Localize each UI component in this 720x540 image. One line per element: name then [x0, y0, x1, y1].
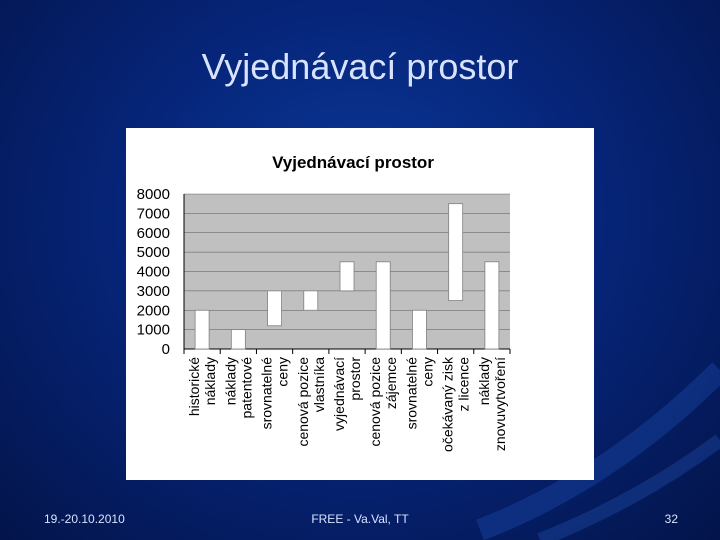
footer-date: 19.-20.10.2010 [44, 512, 125, 526]
y-tick-label: 2000 [137, 302, 170, 319]
y-tick-label: 7000 [137, 205, 170, 222]
page-number: 32 [664, 512, 678, 526]
slide-title: Vyjednávací prostor [201, 46, 519, 87]
x-tick-label-line: zájemce [383, 357, 399, 409]
x-tick-label-line: historické [186, 357, 202, 416]
chart-title: Vyjednávací prostor [272, 153, 434, 172]
y-tick-label: 1000 [137, 322, 170, 339]
background-swoosh [476, 362, 720, 540]
x-tick-label-line: náklady [476, 357, 492, 405]
bar [303, 290, 319, 311]
x-tick-label-line: ceny [419, 357, 435, 387]
x-tick-label-line: srovnatelné [403, 357, 419, 430]
x-tick-label: náklady znovuvytvoření [476, 357, 508, 451]
x-tick-label-line: očekávaný zisk [440, 356, 456, 452]
y-tick-label: 4000 [137, 264, 170, 281]
x-tick-label-line: vlastníka [311, 357, 327, 412]
x-tick-label-line: vyjednávací [331, 357, 347, 431]
x-tick-label: srovnatelné ceny [403, 357, 435, 430]
bar [448, 203, 464, 301]
x-tick-label: náklady patentové [222, 357, 254, 419]
bar-chart: Vyjednávací prostor 0 1000 2000 3000 4000 500… [137, 153, 511, 452]
bar [194, 309, 210, 350]
bar [412, 309, 427, 350]
x-tick-label: historické náklady [186, 357, 218, 416]
x-tick-label: cenová pozice zájemce [367, 357, 399, 447]
chart-container: Vyjednávací prostor 0 1000 2000 3000 4000 500… [126, 128, 594, 480]
y-tick-label: 0 [162, 341, 170, 358]
x-tick-label-line: patentové [238, 357, 254, 419]
x-tick-label-line: náklady [202, 357, 218, 405]
x-tick-label-line: z licence [456, 357, 472, 412]
x-tick-label: vyjednávací prostor [331, 357, 363, 431]
bar [339, 261, 355, 292]
x-tick-label-line: náklady [222, 357, 238, 405]
x-tick-label-line: cenová pozice [367, 357, 383, 447]
x-tick-label: cenová pozice vlastníka [295, 357, 327, 447]
footer-center-text: FREE - Va.Val, TT [311, 512, 409, 526]
x-tick-label-line: ceny [275, 357, 291, 387]
bar [230, 329, 246, 350]
bar [267, 290, 282, 327]
x-tick-label: očekávaný zisk z licence [440, 356, 472, 452]
y-tick-label: 3000 [137, 283, 170, 300]
bar [375, 261, 391, 350]
x-tick-label-line: srovnatelné [259, 357, 275, 430]
x-tick-label-line: znovuvytvoření [492, 357, 508, 451]
y-tick-label: 6000 [137, 225, 170, 242]
x-tick-label-line: cenová pozice [295, 357, 311, 447]
bar [484, 261, 500, 350]
x-tick-label: srovnatelné ceny [259, 357, 291, 430]
y-tick-label: 8000 [137, 186, 170, 203]
y-tick-label: 5000 [137, 244, 170, 261]
x-tick-label-line: prostor [347, 357, 363, 401]
